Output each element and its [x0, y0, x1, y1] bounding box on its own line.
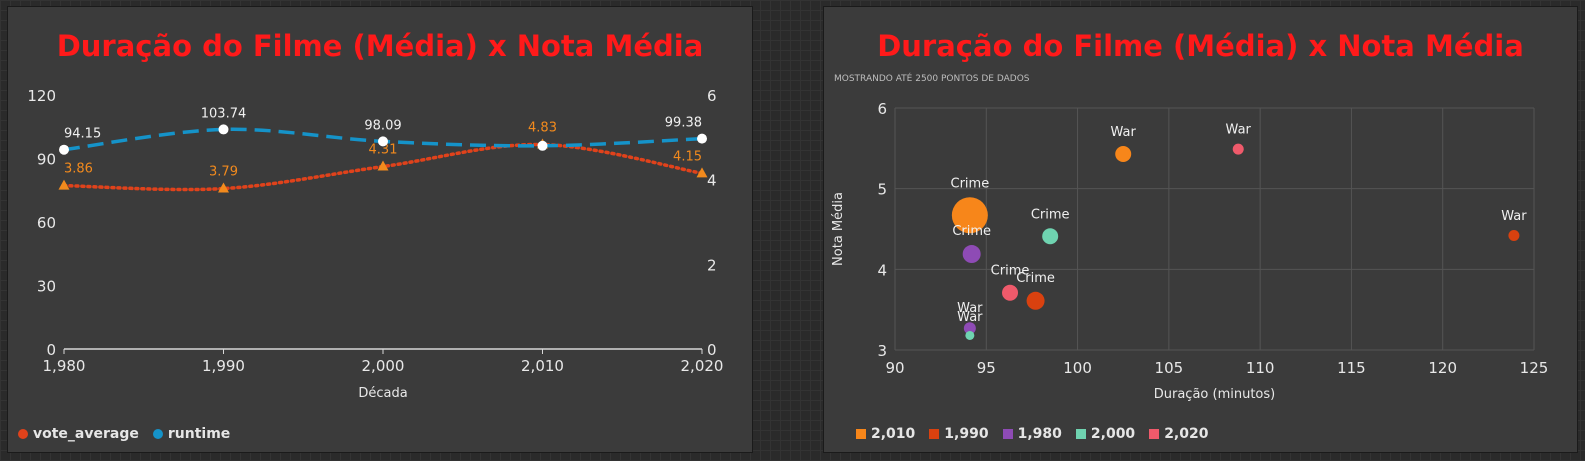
runtime-marker [378, 136, 388, 147]
legend-square-icon [1149, 429, 1160, 439]
legend-dot-icon [152, 429, 163, 439]
legend-item[interactable]: 2,010 [856, 426, 915, 442]
chart-subtitle: MOSTRANDO ATÉ 2500 PONTOS DE DADOS [834, 74, 1030, 84]
legend-square-icon [929, 429, 940, 439]
point-data-label: War [1226, 123, 1252, 138]
legend-square-icon [1075, 429, 1086, 439]
vote-average-marker [218, 182, 229, 193]
x-tick-label: 2,000 [362, 357, 405, 375]
runtime-marker [697, 133, 707, 144]
y-tick-label: 4 [877, 261, 887, 279]
y-tick-label-left: 30 [37, 278, 56, 296]
y-tick-label-right: 6 [707, 87, 717, 105]
x-tick-label: 2,020 [681, 357, 724, 375]
legend-label: 1,980 [1017, 426, 1062, 442]
scatter-point [965, 330, 975, 340]
legend-square-icon [1002, 429, 1013, 439]
x-axis-title: Duração (minutos) [1154, 387, 1275, 402]
line-chart-legend: vote_average runtime [18, 426, 230, 442]
y-tick-label-right: 0 [707, 341, 717, 359]
point-data-label: War [1111, 125, 1137, 140]
scatter-point [951, 197, 988, 234]
vote-average-data-label: 3.86 [64, 162, 93, 177]
scatter-point [1002, 284, 1019, 301]
x-axis-title: Década [358, 386, 407, 401]
x-tick-label: 115 [1337, 359, 1366, 377]
legend-item-runtime[interactable]: runtime [152, 426, 231, 442]
line-chart-svg: 0 30 60 90 120 0 2 4 6 1,980 1,990 2,000 2,010 2,020 D… [27, 87, 724, 401]
legend-item[interactable]: 2,020 [1149, 426, 1208, 442]
y-tick-label-right: 4 [707, 172, 717, 190]
line-chart-panel: Duração do Filme (Média) x Nota Média 0 3… [7, 6, 753, 453]
scatter-point [962, 245, 981, 264]
y-tick-label: 3 [877, 342, 887, 360]
y-tick-label-left: 90 [37, 151, 56, 169]
runtime-marker [59, 144, 69, 155]
legend-item[interactable]: 1,980 [1002, 426, 1062, 442]
legend-label: runtime [167, 426, 231, 442]
runtime-data-label: 94.15 [64, 127, 101, 142]
chart-title: Duração do Filme (Média) x Nota Média [56, 29, 704, 63]
legend-label: 1,990 [944, 426, 989, 442]
vote-average-data-label: 4.83 [528, 121, 557, 136]
point-data-label: Crime [1031, 207, 1070, 222]
y-tick-label-left: 0 [46, 341, 56, 359]
legend-square-icon [856, 429, 866, 439]
scatter-point [1042, 228, 1059, 245]
legend-item[interactable]: 1,990 [929, 426, 989, 442]
legend-label: 2,020 [1164, 426, 1209, 442]
y-tick-label-left: 60 [37, 214, 56, 232]
x-tick-label: 90 [885, 359, 904, 377]
scatter-point [1115, 145, 1132, 162]
legend-item-vote-average[interactable]: vote_average [18, 426, 139, 442]
x-tick-label: 100 [1063, 359, 1092, 377]
vote-average-marker [58, 179, 70, 190]
scatter-point [963, 322, 976, 335]
legend-label: 2,010 [871, 426, 916, 442]
y-tick-label: 6 [877, 100, 887, 118]
y-tick-label-right: 2 [707, 256, 717, 274]
x-tick-label: 105 [1155, 359, 1184, 377]
point-data-label: Crime [1016, 271, 1055, 286]
x-tick-label: 95 [977, 359, 996, 377]
scatter-chart-svg: 90 95 100 105 110 115 120 125 3 4 5 6 Duração (minut… [831, 100, 1549, 402]
point-data-label: Crime [952, 224, 991, 239]
runtime-marker [218, 124, 229, 135]
point-data-label: Crime [951, 176, 990, 191]
legend-label: vote_average [33, 426, 139, 442]
point-data-label: War [957, 301, 983, 316]
scatter-chart-panel: Duração do Filme (Média) x Nota Média MO… [823, 6, 1578, 453]
x-tick-label: 1,990 [202, 357, 245, 375]
scatter-point [1508, 229, 1520, 241]
y-tick-label: 5 [877, 181, 887, 199]
x-tick-label: 120 [1428, 359, 1457, 377]
vote-average-marker [377, 160, 389, 171]
legend-dot-icon [18, 429, 28, 439]
legend-label: 2,000 [1090, 426, 1136, 442]
vote-average-data-label: 4.31 [369, 143, 398, 158]
x-tick-label: 1,980 [43, 357, 86, 375]
y-tick-label-left: 120 [27, 87, 56, 105]
vote-average-data-label: 3.79 [209, 165, 238, 180]
vote-average-data-label: 4.15 [673, 149, 702, 164]
scatter-chart-legend: 2,010 1,990 1,980 2,000 2,020 [856, 426, 1208, 442]
runtime-data-label: 98.09 [364, 118, 401, 133]
runtime-data-label: 103.74 [201, 106, 247, 121]
scatter-point [1232, 143, 1244, 155]
runtime-marker [537, 140, 548, 151]
x-tick-label: 110 [1246, 359, 1275, 377]
x-tick-label: 125 [1520, 359, 1549, 377]
y-axis-title: Nota Média [831, 192, 846, 266]
point-data-label: War [957, 310, 983, 325]
chart-title: Duração do Filme (Média) x Nota Média [877, 29, 1524, 63]
vote-average-marker [696, 167, 708, 178]
runtime-data-label: 99.38 [665, 116, 702, 131]
legend-item[interactable]: 2,000 [1075, 426, 1136, 442]
point-data-label: War [1501, 209, 1527, 224]
scatter-point [1026, 291, 1045, 310]
point-data-label: Crime [991, 264, 1030, 279]
x-tick-label: 2,010 [521, 357, 564, 375]
